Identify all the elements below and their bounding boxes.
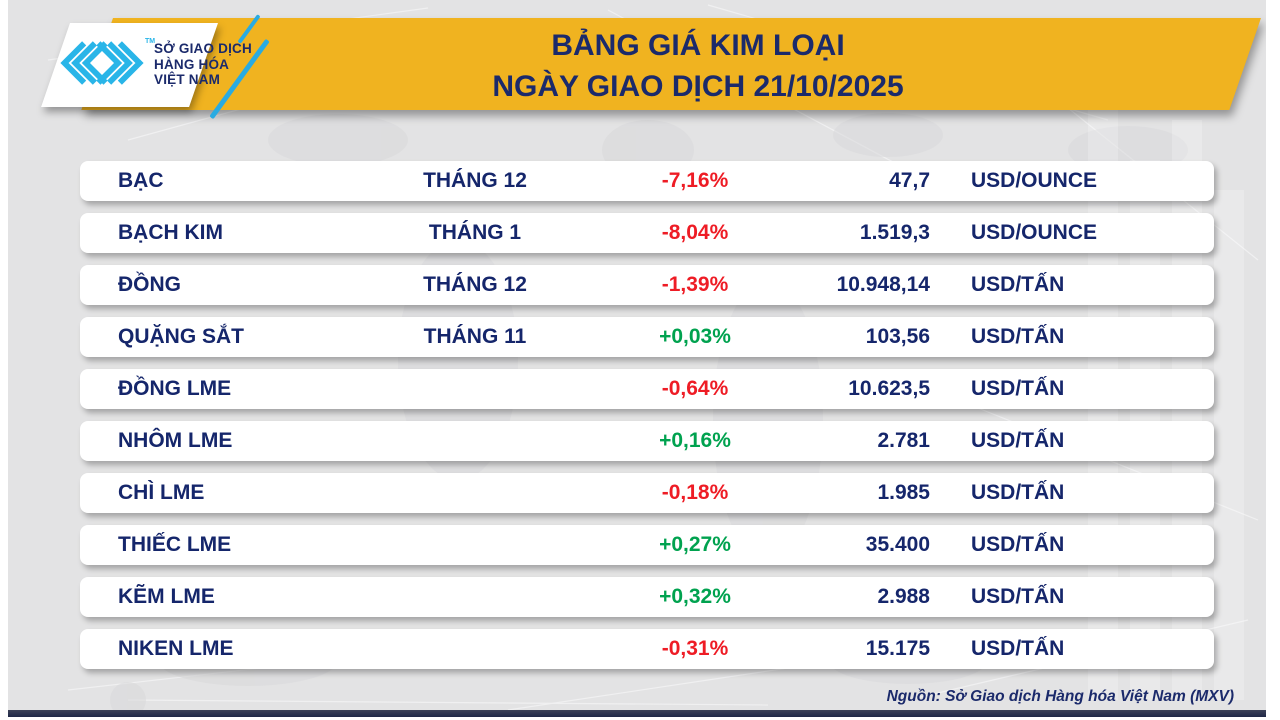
commodity-name: BẠC [118,169,164,192]
percent-change: -0,31% [661,637,729,660]
price-value: 2.988 [877,585,930,608]
commodity-name: QUẶNG SẮT [118,325,244,348]
price-row: THIẾC LME +0,27% 35.400 USD/TẤN [80,525,1214,565]
percent-change: +0,32% [659,585,731,608]
contract-month: THÁNG 12 [423,273,527,296]
price-row: ĐỒNG LME -0,64% 10.623,5 USD/TẤN [80,369,1214,409]
price-unit: USD/TẤN [971,325,1065,348]
source-note: Nguồn: Sở Giao dịch Hàng hóa Việt Nam (M… [886,688,1234,705]
price-row: BẠCH KIM THÁNG 1 -8,04% 1.519,3 USD/OUNC… [80,213,1214,253]
title-line-1: BẢNG GIÁ KIM LOẠI [551,29,845,62]
mxv-logo: TM SỞ GIAO DỊCH HÀNG HÓA VIỆT NAM [48,23,252,107]
page-title: BẢNG GIÁ KIM LOẠI NGÀY GIAO DỊCH 21/10/2… [338,25,1058,107]
price-unit: USD/TẤN [971,273,1065,296]
price-unit: USD/TẤN [971,533,1065,556]
price-value: 35.400 [865,533,930,556]
percent-change: -7,16% [661,169,729,192]
price-value: 10.948,14 [836,273,930,296]
price-row: QUẶNG SẮT THÁNG 11 +0,03% 103,56 USD/TẤN [80,317,1214,357]
price-unit: USD/TẤN [971,637,1065,660]
trademark-symbol: TM [145,38,156,45]
price-row: NHÔM LME +0,16% 2.781 USD/TẤN [80,421,1214,461]
logo-text-line-1: SỞ GIAO DỊCH [154,41,252,56]
price-value: 1.519,3 [859,221,930,244]
percent-change: +0,03% [659,325,731,348]
commodity-name: NHÔM LME [118,429,233,452]
bottom-bar [8,710,1266,717]
price-unit: USD/TẤN [971,377,1065,400]
price-unit: USD/OUNCE [971,221,1098,244]
percent-change: -0,64% [661,377,729,400]
contract-month: THÁNG 11 [423,325,527,348]
price-row: NIKEN LME -0,31% 15.175 USD/TẤN [80,629,1214,669]
price-unit: USD/TẤN [971,481,1065,504]
price-row: ĐỒNG THÁNG 12 -1,39% 10.948,14 USD/TẤN [80,265,1214,305]
logo-text-line-3: VIỆT NAM [154,72,221,87]
mxv-logo-icon [60,41,144,85]
commodity-name: ĐỒNG [118,273,181,296]
price-value: 2.781 [877,429,930,452]
commodity-name: BẠCH KIM [118,221,223,244]
commodity-name: THIẾC LME [118,533,232,556]
price-value: 1.985 [877,481,930,504]
commodity-name: ĐỒNG LME [118,377,232,400]
contract-month: THÁNG 12 [423,169,527,192]
price-value: 103,56 [865,325,930,348]
price-unit: USD/TẤN [971,585,1065,608]
percent-change: +0,27% [659,533,731,556]
commodity-name: NIKEN LME [118,637,234,660]
percent-change: -1,39% [661,273,729,296]
price-row: KẼM LME +0,32% 2.988 USD/TẤN [80,577,1214,617]
commodity-name: KẼM LME [118,585,215,608]
commodity-name: CHÌ LME [118,481,205,504]
price-row: BẠC THÁNG 12 -7,16% 47,7 USD/OUNCE [80,161,1214,201]
price-value: 15.175 [865,637,930,660]
price-value: 47,7 [889,169,930,192]
price-table: BẠC THÁNG 12 -7,16% 47,7 USD/OUNCE BẠCH … [80,161,1214,681]
percent-change: -8,04% [661,221,729,244]
price-row: CHÌ LME -0,18% 1.985 USD/TẤN [80,473,1214,513]
price-value: 10.623,5 [848,377,930,400]
background-canvas: BẢNG GIÁ KIM LOẠI NGÀY GIAO DỊCH 21/10/2… [8,0,1266,710]
percent-change: +0,16% [659,429,731,452]
title-line-2: NGÀY GIAO DỊCH 21/10/2025 [492,70,904,103]
contract-month: THÁNG 1 [428,221,522,244]
percent-change: -0,18% [661,481,729,504]
logo-text-line-2: HÀNG HÓA [154,56,230,72]
price-unit: USD/TẤN [971,429,1065,452]
mxv-logo-text: SỞ GIAO DỊCH HÀNG HÓA VIỆT NAM [154,41,252,88]
price-unit: USD/OUNCE [971,169,1098,192]
